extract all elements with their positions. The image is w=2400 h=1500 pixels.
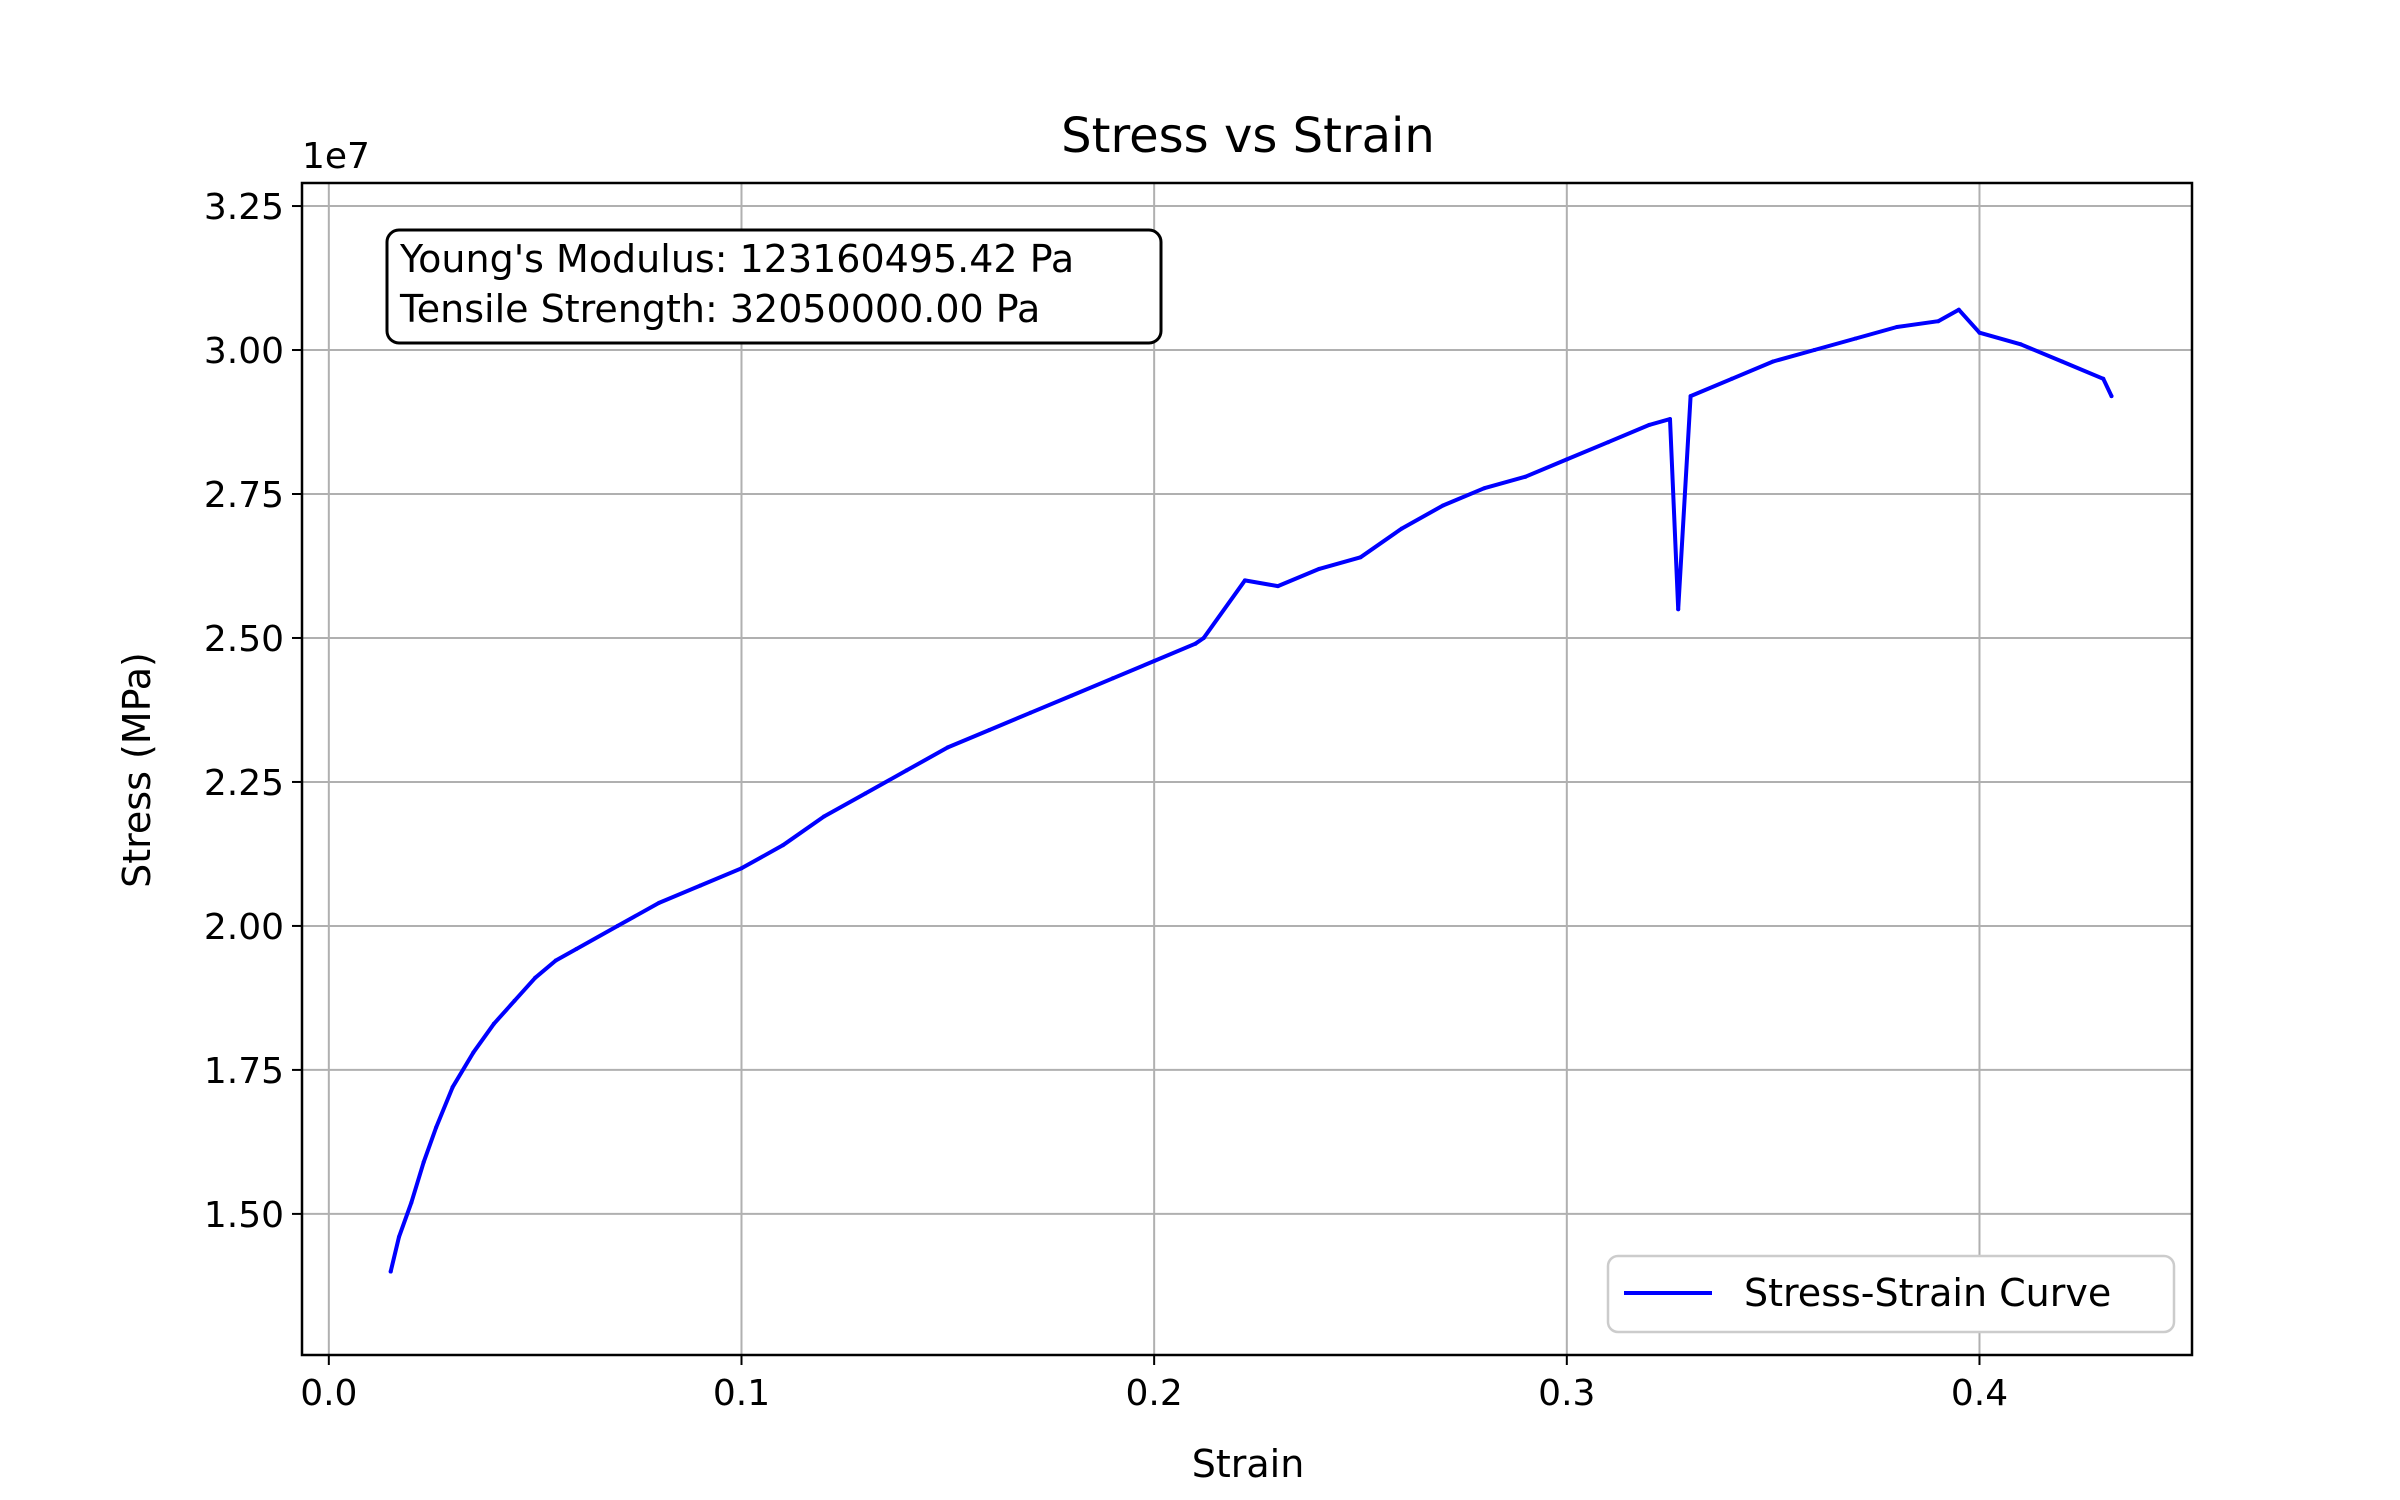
x-tick-label: 0.0 [300,1373,357,1414]
x-tick-label: 0.2 [1126,1373,1183,1414]
data-point [1201,636,1206,640]
tensile-strength-text: Tensile Strength: 32050000.00 Pa [399,287,1040,331]
x-axis-ticks: 0.0 0.1 0.2 0.3 0.4 [300,1355,2008,1414]
y-offset-label: 1e7 [302,136,370,177]
plot-frame [300,181,2194,1357]
y-tick-label: 1.75 [204,1051,284,1092]
data-point [1028,710,1033,715]
data-point [1956,307,1961,312]
chart-title: Stress vs Strain [1061,108,1435,164]
data-point [2018,342,2023,347]
data-point [904,768,909,773]
data-point [1523,474,1528,479]
data-point [1729,376,1734,381]
data-point [1275,584,1280,589]
data-point [533,975,538,980]
data-point [987,728,992,733]
data-point [434,1125,439,1130]
x-axis-label: Strain [1192,1442,1305,1486]
data-point [553,958,558,963]
y-tick-label: 2.00 [204,907,284,948]
data-point [945,745,950,750]
data-point [512,998,517,1003]
data-point [450,1085,455,1090]
stats-annotation: Young's Modulus: 123160495.42 Pa Tensile… [385,228,1163,345]
y-tick-label: 1.50 [204,1195,284,1236]
data-point [491,1021,496,1026]
plot-area [388,307,2114,1274]
y-axis-ticks: 1.50 1.75 2.00 2.25 2.50 2.75 3.00 3.25 [204,187,302,1236]
x-tick-label: 0.1 [713,1373,770,1414]
data-point [1606,440,1611,445]
data-point [1564,457,1569,462]
youngs-modulus-text: Young's Modulus: 123160495.42 Pa [399,237,1074,281]
data-point [1441,503,1445,508]
data-point [1482,486,1487,491]
data-point [739,866,744,871]
data-point [1676,607,1681,612]
series-line [388,307,2114,1274]
data-point [409,1200,414,1205]
y-axis-label: Stress (MPa) [115,652,159,888]
data-point [1688,394,1693,399]
data-point [1317,566,1322,571]
data-point [1358,555,1363,560]
data-point [863,791,868,796]
data-point [1894,325,1899,329]
data-point [780,843,785,848]
data-point [1977,330,1982,335]
data-point [2101,376,2106,381]
data-point [388,1269,393,1274]
data-point [2109,394,2114,399]
data-point [657,900,661,905]
data-point [2060,359,2064,364]
data-point [1242,578,1247,583]
data-point [1936,319,1941,324]
data-point [1110,676,1115,681]
data-point [1647,422,1652,427]
data-point [1193,641,1198,646]
data-point [1668,417,1672,422]
data-point [698,883,703,888]
y-tick-label: 2.25 [204,763,284,804]
data-point [1812,348,1817,352]
y-tick-label: 3.00 [204,331,284,372]
legend-box [1606,1254,2176,1334]
data-point [1069,693,1074,698]
data-point [1399,526,1404,531]
data-point [615,923,620,928]
data-point [397,1234,401,1239]
data-point [421,1160,426,1165]
y-tick-label: 2.50 [204,619,284,660]
x-tick-label: 0.3 [1538,1373,1595,1414]
legend: Stress-Strain Curve [1606,1254,2176,1334]
data-point [1853,336,1858,341]
data-point [574,947,579,951]
data-point [822,814,826,819]
y-tick-label: 3.25 [204,187,284,228]
x-tick-label: 0.4 [1951,1373,2008,1414]
annotation-box [385,228,1163,345]
data-point [471,1050,476,1055]
y-tick-label: 2.75 [204,475,284,516]
data-point [1771,359,1776,364]
data-point [1152,659,1157,663]
legend-series-label: Stress-Strain Curve [1744,1271,2111,1315]
